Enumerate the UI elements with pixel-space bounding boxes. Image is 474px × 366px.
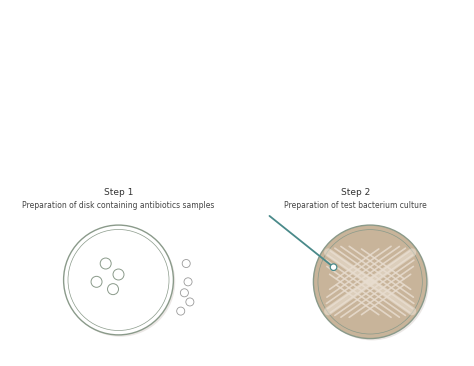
Ellipse shape	[64, 225, 173, 335]
Circle shape	[91, 276, 102, 287]
Circle shape	[113, 269, 124, 280]
Circle shape	[330, 264, 337, 270]
Circle shape	[186, 298, 194, 306]
Ellipse shape	[65, 227, 175, 337]
Text: Step 1: Step 1	[104, 188, 133, 198]
Circle shape	[108, 284, 118, 295]
Circle shape	[177, 307, 185, 315]
Circle shape	[180, 289, 188, 297]
Text: Step 2: Step 2	[341, 188, 370, 198]
Ellipse shape	[313, 225, 427, 339]
Circle shape	[184, 278, 192, 286]
Circle shape	[100, 258, 111, 269]
Text: Preparation of test bacterium culture: Preparation of test bacterium culture	[284, 201, 427, 210]
Text: Preparation of disk containing antibiotics samples: Preparation of disk containing antibioti…	[22, 201, 215, 210]
Ellipse shape	[315, 227, 428, 340]
Circle shape	[182, 259, 190, 268]
